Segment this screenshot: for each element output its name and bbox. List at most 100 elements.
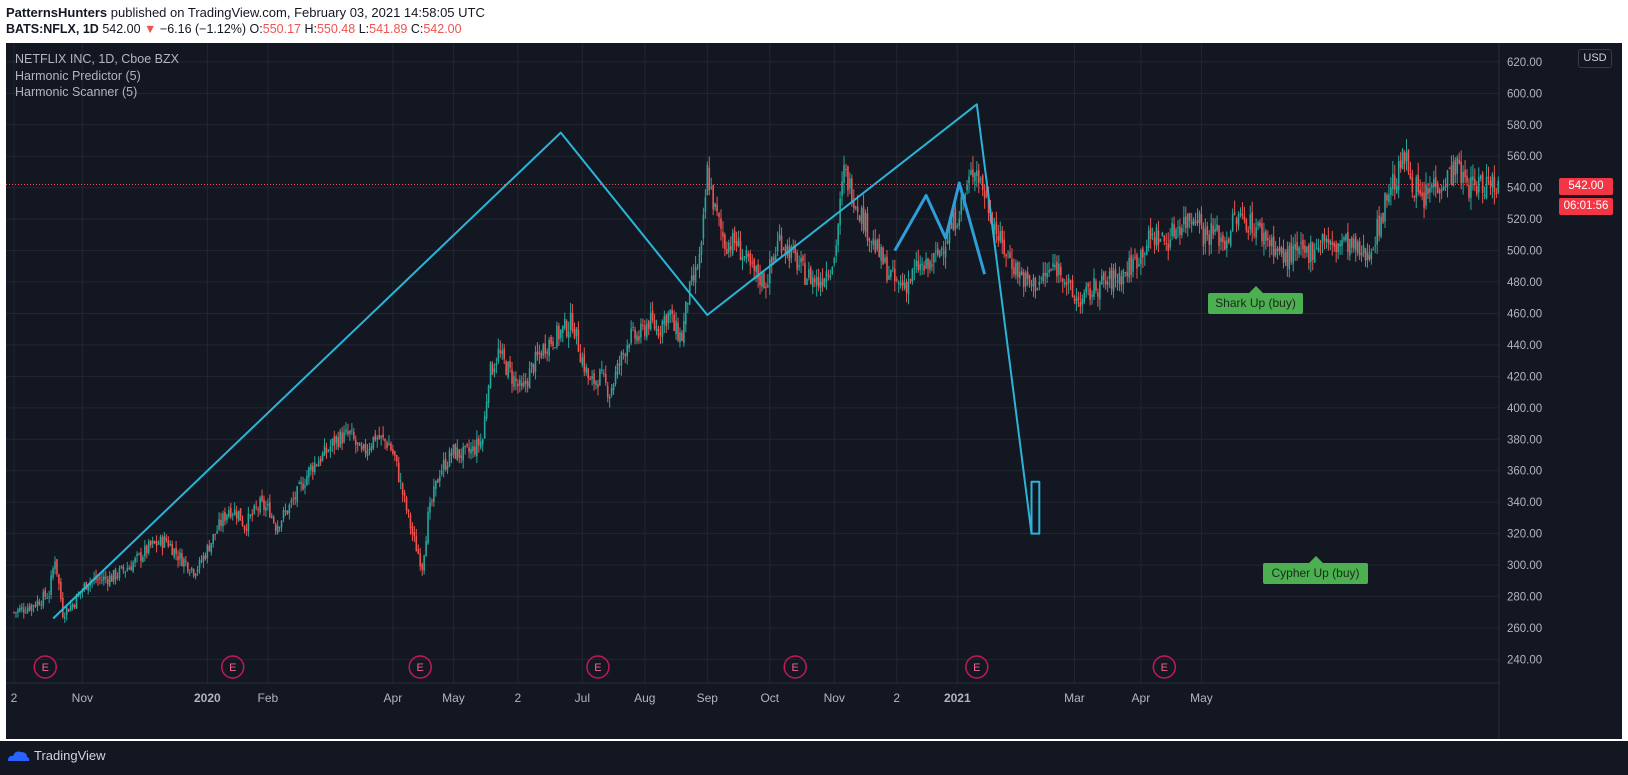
shark-pattern-label[interactable]: Shark Up (buy) — [1208, 286, 1303, 314]
last-price: 542.00 — [102, 22, 141, 36]
candle-body — [206, 545, 209, 559]
candle-body — [686, 303, 689, 305]
candle-body — [1134, 256, 1136, 258]
candle-body — [1364, 248, 1367, 261]
candle-body — [220, 519, 222, 526]
candle-body — [1229, 231, 1232, 246]
candle-body — [214, 533, 216, 535]
candle-body — [34, 604, 37, 607]
symbol-ohlc-line: BATS:NFLX, 1D 542.00 ▼ −6.16 (−1.12%) O:… — [6, 22, 462, 36]
candle-body — [394, 451, 396, 456]
candle-body — [321, 453, 324, 461]
candle-body — [894, 268, 896, 282]
candle-body — [101, 579, 103, 581]
cypher-pattern-label[interactable]: Cypher Up (buy) — [1263, 556, 1368, 584]
candle-body — [284, 510, 287, 512]
candle-body — [720, 218, 722, 229]
instrument-title[interactable]: NETFLIX INC, 1D, Cboe BZX — [15, 52, 179, 66]
publisher-name[interactable]: PatternsHunters — [6, 5, 108, 20]
candle-body — [993, 223, 996, 231]
candle-body — [644, 325, 646, 336]
candle-body — [110, 575, 113, 582]
candle-body — [413, 532, 416, 537]
candle-body — [425, 540, 427, 557]
indicator-harmonic-predictor[interactable]: Harmonic Predictor (5) — [15, 68, 141, 83]
candle-body — [1270, 237, 1273, 247]
tradingview-logo[interactable]: TradingView — [6, 748, 106, 763]
candle-body — [26, 607, 29, 613]
candle-body — [888, 275, 890, 280]
candle-body — [228, 510, 230, 517]
candle-body — [636, 335, 638, 342]
x-tick-label: May — [1190, 691, 1213, 705]
candle-body — [1354, 236, 1357, 251]
candle-body — [808, 269, 810, 278]
candle-body — [1403, 152, 1406, 164]
chart-area[interactable]: 240.00 260.00 280.00 300.00 320.00 340.00 360.… — [6, 43, 1622, 739]
candle-body — [1311, 243, 1314, 260]
candle-body — [440, 470, 443, 475]
candle-body — [511, 369, 513, 384]
candle-body — [1425, 184, 1427, 206]
candle-body — [286, 510, 289, 515]
candle-body — [75, 594, 78, 609]
candle-body — [151, 540, 154, 545]
candle-body — [1446, 170, 1449, 187]
candle-body — [645, 323, 648, 338]
candle-body — [327, 450, 330, 452]
candle-body — [1343, 237, 1345, 241]
candle-body — [487, 385, 490, 403]
candle-body — [550, 336, 552, 344]
candle-body — [1319, 245, 1322, 247]
candle-body — [544, 343, 547, 354]
candle-body — [634, 329, 636, 339]
candle-body — [772, 256, 775, 261]
candle-body — [561, 325, 564, 334]
candle-body — [1181, 227, 1183, 235]
candle-body — [954, 208, 957, 230]
candle-body — [353, 431, 355, 440]
candle-body — [936, 248, 939, 255]
candle-body — [960, 197, 963, 215]
candle-body — [1321, 234, 1324, 244]
candle-body — [757, 264, 759, 279]
candle-body — [927, 258, 929, 269]
candle-body — [1294, 243, 1296, 250]
candle-body — [335, 436, 338, 444]
candle-body — [1231, 214, 1234, 232]
candle-body — [1495, 192, 1498, 195]
candle-body — [489, 362, 492, 388]
candle-body — [534, 351, 537, 372]
candle-body — [1118, 272, 1121, 284]
candle-body — [1101, 275, 1103, 285]
candle-body — [1185, 216, 1187, 228]
candle-body — [155, 540, 158, 546]
candle-body — [1337, 243, 1339, 253]
candle-body — [163, 536, 166, 548]
candle-body — [571, 312, 574, 332]
candle-body — [419, 553, 422, 567]
indicator-harmonic-scanner[interactable]: Harmonic Scanner (5) — [15, 85, 138, 99]
candle-body — [1198, 212, 1201, 223]
price-chart[interactable]: 240.00 260.00 280.00 300.00 320.00 340.00 360.… — [6, 43, 1622, 739]
currency-button[interactable]: USD — [1578, 49, 1612, 68]
candle-body — [138, 553, 140, 555]
candle-body — [1450, 165, 1453, 185]
candle-body — [159, 536, 162, 545]
candle-body — [460, 455, 463, 459]
candle-body — [1335, 243, 1337, 252]
candle-body — [435, 480, 437, 489]
candle-body — [513, 376, 515, 387]
candle-body — [42, 591, 45, 606]
chart-legend: NETFLIX INC, 1D, Cboe BZX Harmonic Predi… — [15, 51, 179, 101]
candle-body — [1013, 267, 1015, 275]
candle-body — [202, 555, 205, 562]
candle-body — [44, 590, 47, 597]
candle-body — [802, 256, 804, 261]
candle-body — [1282, 247, 1285, 263]
open-label: O: — [249, 22, 263, 36]
candle-body — [538, 352, 541, 354]
candle-body — [558, 325, 560, 340]
candle-body — [306, 475, 308, 486]
candle-body — [56, 559, 58, 575]
